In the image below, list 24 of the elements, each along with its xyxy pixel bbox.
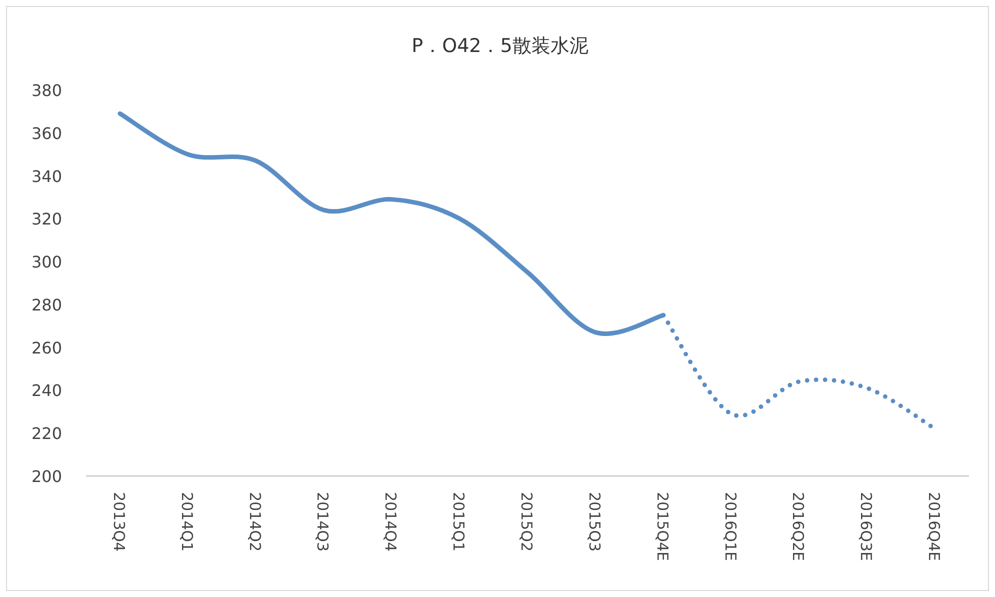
x-tick-label: 2014Q4 bbox=[382, 492, 400, 552]
x-tick-label: 2016Q1E bbox=[721, 492, 740, 562]
y-tick-label: 260 bbox=[31, 338, 62, 358]
y-tick-label: 380 bbox=[31, 81, 62, 100]
x-tick-label: 2015Q3 bbox=[585, 492, 604, 552]
x-tick-label: 2016Q4E bbox=[925, 492, 944, 562]
x-tick-label: 2013Q4 bbox=[110, 492, 128, 552]
y-tick-label: 200 bbox=[31, 467, 62, 486]
y-tick-label: 240 bbox=[31, 381, 62, 400]
x-tick-label: 2016Q3E bbox=[857, 492, 876, 562]
x-tick-label: 2015Q1 bbox=[450, 492, 468, 552]
y-tick-label: 300 bbox=[31, 252, 62, 272]
y-tick-label: 360 bbox=[31, 124, 62, 143]
y-tick-label: 320 bbox=[31, 210, 62, 229]
chart-title: P．O42．5散装水泥 bbox=[412, 35, 588, 57]
x-tick-label: 2014Q3 bbox=[314, 492, 332, 552]
x-tick-label: 2015Q4E bbox=[653, 492, 672, 562]
y-tick-label: 220 bbox=[31, 424, 62, 444]
y-tick-label: 340 bbox=[31, 166, 62, 186]
x-tick-label: 2014Q2 bbox=[246, 492, 264, 552]
x-tick-label: 2014Q1 bbox=[178, 492, 196, 552]
x-tick-label: 2016Q2E bbox=[789, 492, 808, 562]
x-tick-label: 2015Q2 bbox=[518, 492, 536, 552]
y-tick-label: 280 bbox=[31, 295, 62, 314]
